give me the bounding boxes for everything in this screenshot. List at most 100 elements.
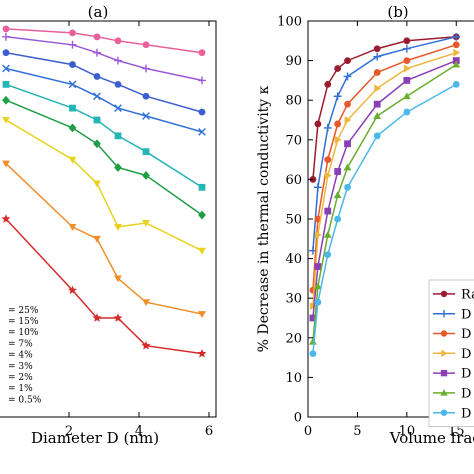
series-line (312, 51, 457, 307)
panel-b-label: (b) (387, 3, 408, 21)
data-point (344, 140, 351, 148)
series-4 (2, 80, 206, 191)
y-tick-label: 20 (285, 331, 302, 346)
data-point (198, 76, 206, 85)
y-tick-label: 40 (285, 252, 302, 267)
series-0 (2, 25, 206, 57)
data-point (452, 60, 461, 68)
y-tick-label: 70 (285, 133, 302, 148)
data-point (343, 72, 352, 81)
data-point (68, 80, 77, 89)
data-point (2, 64, 10, 73)
data-point (452, 80, 460, 88)
data-point (68, 40, 77, 49)
data-point (2, 117, 10, 124)
series-6 (309, 80, 460, 358)
legend-label: D = (461, 406, 474, 421)
data-point (114, 104, 122, 113)
data-point (403, 57, 411, 64)
data-point (2, 80, 10, 88)
legend-label: = 3% (8, 362, 33, 372)
data-point (114, 275, 122, 283)
legend-box (0, 300, 34, 409)
data-point (314, 120, 322, 128)
series-line (5, 99, 203, 216)
data-point (402, 44, 411, 53)
legend-marker (440, 330, 448, 337)
x-tick-label: 10 (399, 424, 416, 439)
y-tick-label: 80 (285, 94, 302, 109)
data-point (324, 80, 332, 88)
legend-label: D = (461, 307, 474, 322)
data-point (198, 49, 206, 57)
data-point (93, 235, 101, 243)
series-line (5, 67, 203, 133)
data-point (333, 191, 342, 199)
legend-entry: = 0.5% (8, 395, 42, 405)
data-point (309, 337, 317, 345)
legend-label: = 2% (8, 373, 33, 383)
data-point (92, 313, 102, 322)
series-line (5, 28, 203, 54)
series-0 (309, 33, 460, 183)
data-point (93, 92, 101, 101)
legend-entry: D = (433, 386, 474, 401)
series-5 (2, 95, 206, 220)
data-point (452, 41, 460, 49)
data-point (344, 116, 352, 124)
data-point (334, 135, 342, 144)
data-point (197, 348, 207, 358)
x-tick-label: 0 (304, 424, 312, 439)
legend-entry: = 25% (8, 306, 39, 316)
data-point (373, 45, 381, 53)
data-point (452, 57, 460, 64)
data-point (323, 124, 332, 132)
legend-label: D = (461, 327, 474, 342)
data-point (113, 313, 123, 322)
legend-label: = 7% (8, 339, 33, 349)
x-tick-label: 6 (205, 424, 213, 439)
legend-marker (440, 389, 448, 396)
data-point (68, 285, 77, 295)
panel-b-ylabel: % Decrease in thermal conductivity κ (256, 85, 272, 352)
data-point (324, 171, 332, 180)
data-point (403, 77, 411, 84)
data-point (1, 214, 11, 223)
legend-label: = 4% (8, 351, 33, 361)
legend-entry: = 3% (8, 362, 33, 372)
data-point (69, 61, 76, 68)
data-point (403, 108, 411, 116)
series-1 (309, 32, 461, 255)
data-point (69, 104, 76, 112)
data-point (403, 37, 411, 45)
data-point (314, 263, 322, 270)
panel-a-legend: = 25%= 15%= 10%= 7% = 4%= 3%= 2%= 1%= 0.5… (0, 300, 42, 409)
data-point (402, 92, 411, 100)
series-4 (309, 57, 460, 322)
data-point (141, 341, 151, 350)
legend-entry: D = (433, 307, 474, 322)
data-point (452, 32, 461, 41)
y-tick-label: 60 (285, 173, 302, 188)
series-line (312, 63, 457, 342)
data-point (309, 350, 317, 358)
panel-a-xlabel: Diameter D (nm) (31, 429, 159, 447)
data-point (373, 112, 382, 119)
data-point (93, 33, 101, 41)
legend-label: = 0.5% (8, 395, 42, 405)
data-point (2, 95, 10, 105)
series-line (312, 44, 457, 291)
x-tick-label: 2 (65, 424, 73, 439)
x-tick-label: 15 (448, 424, 465, 439)
panel-b-xlabel: Volume fraction (389, 429, 474, 447)
data-point (344, 183, 351, 191)
series-line (5, 51, 203, 113)
legend-entry: D = (433, 406, 474, 421)
data-point (343, 163, 352, 171)
data-point (93, 116, 101, 124)
legend-label: Ran (461, 287, 474, 302)
data-point (142, 148, 150, 156)
legend-entry: = 1% (8, 384, 33, 394)
legend-marker (440, 290, 448, 298)
